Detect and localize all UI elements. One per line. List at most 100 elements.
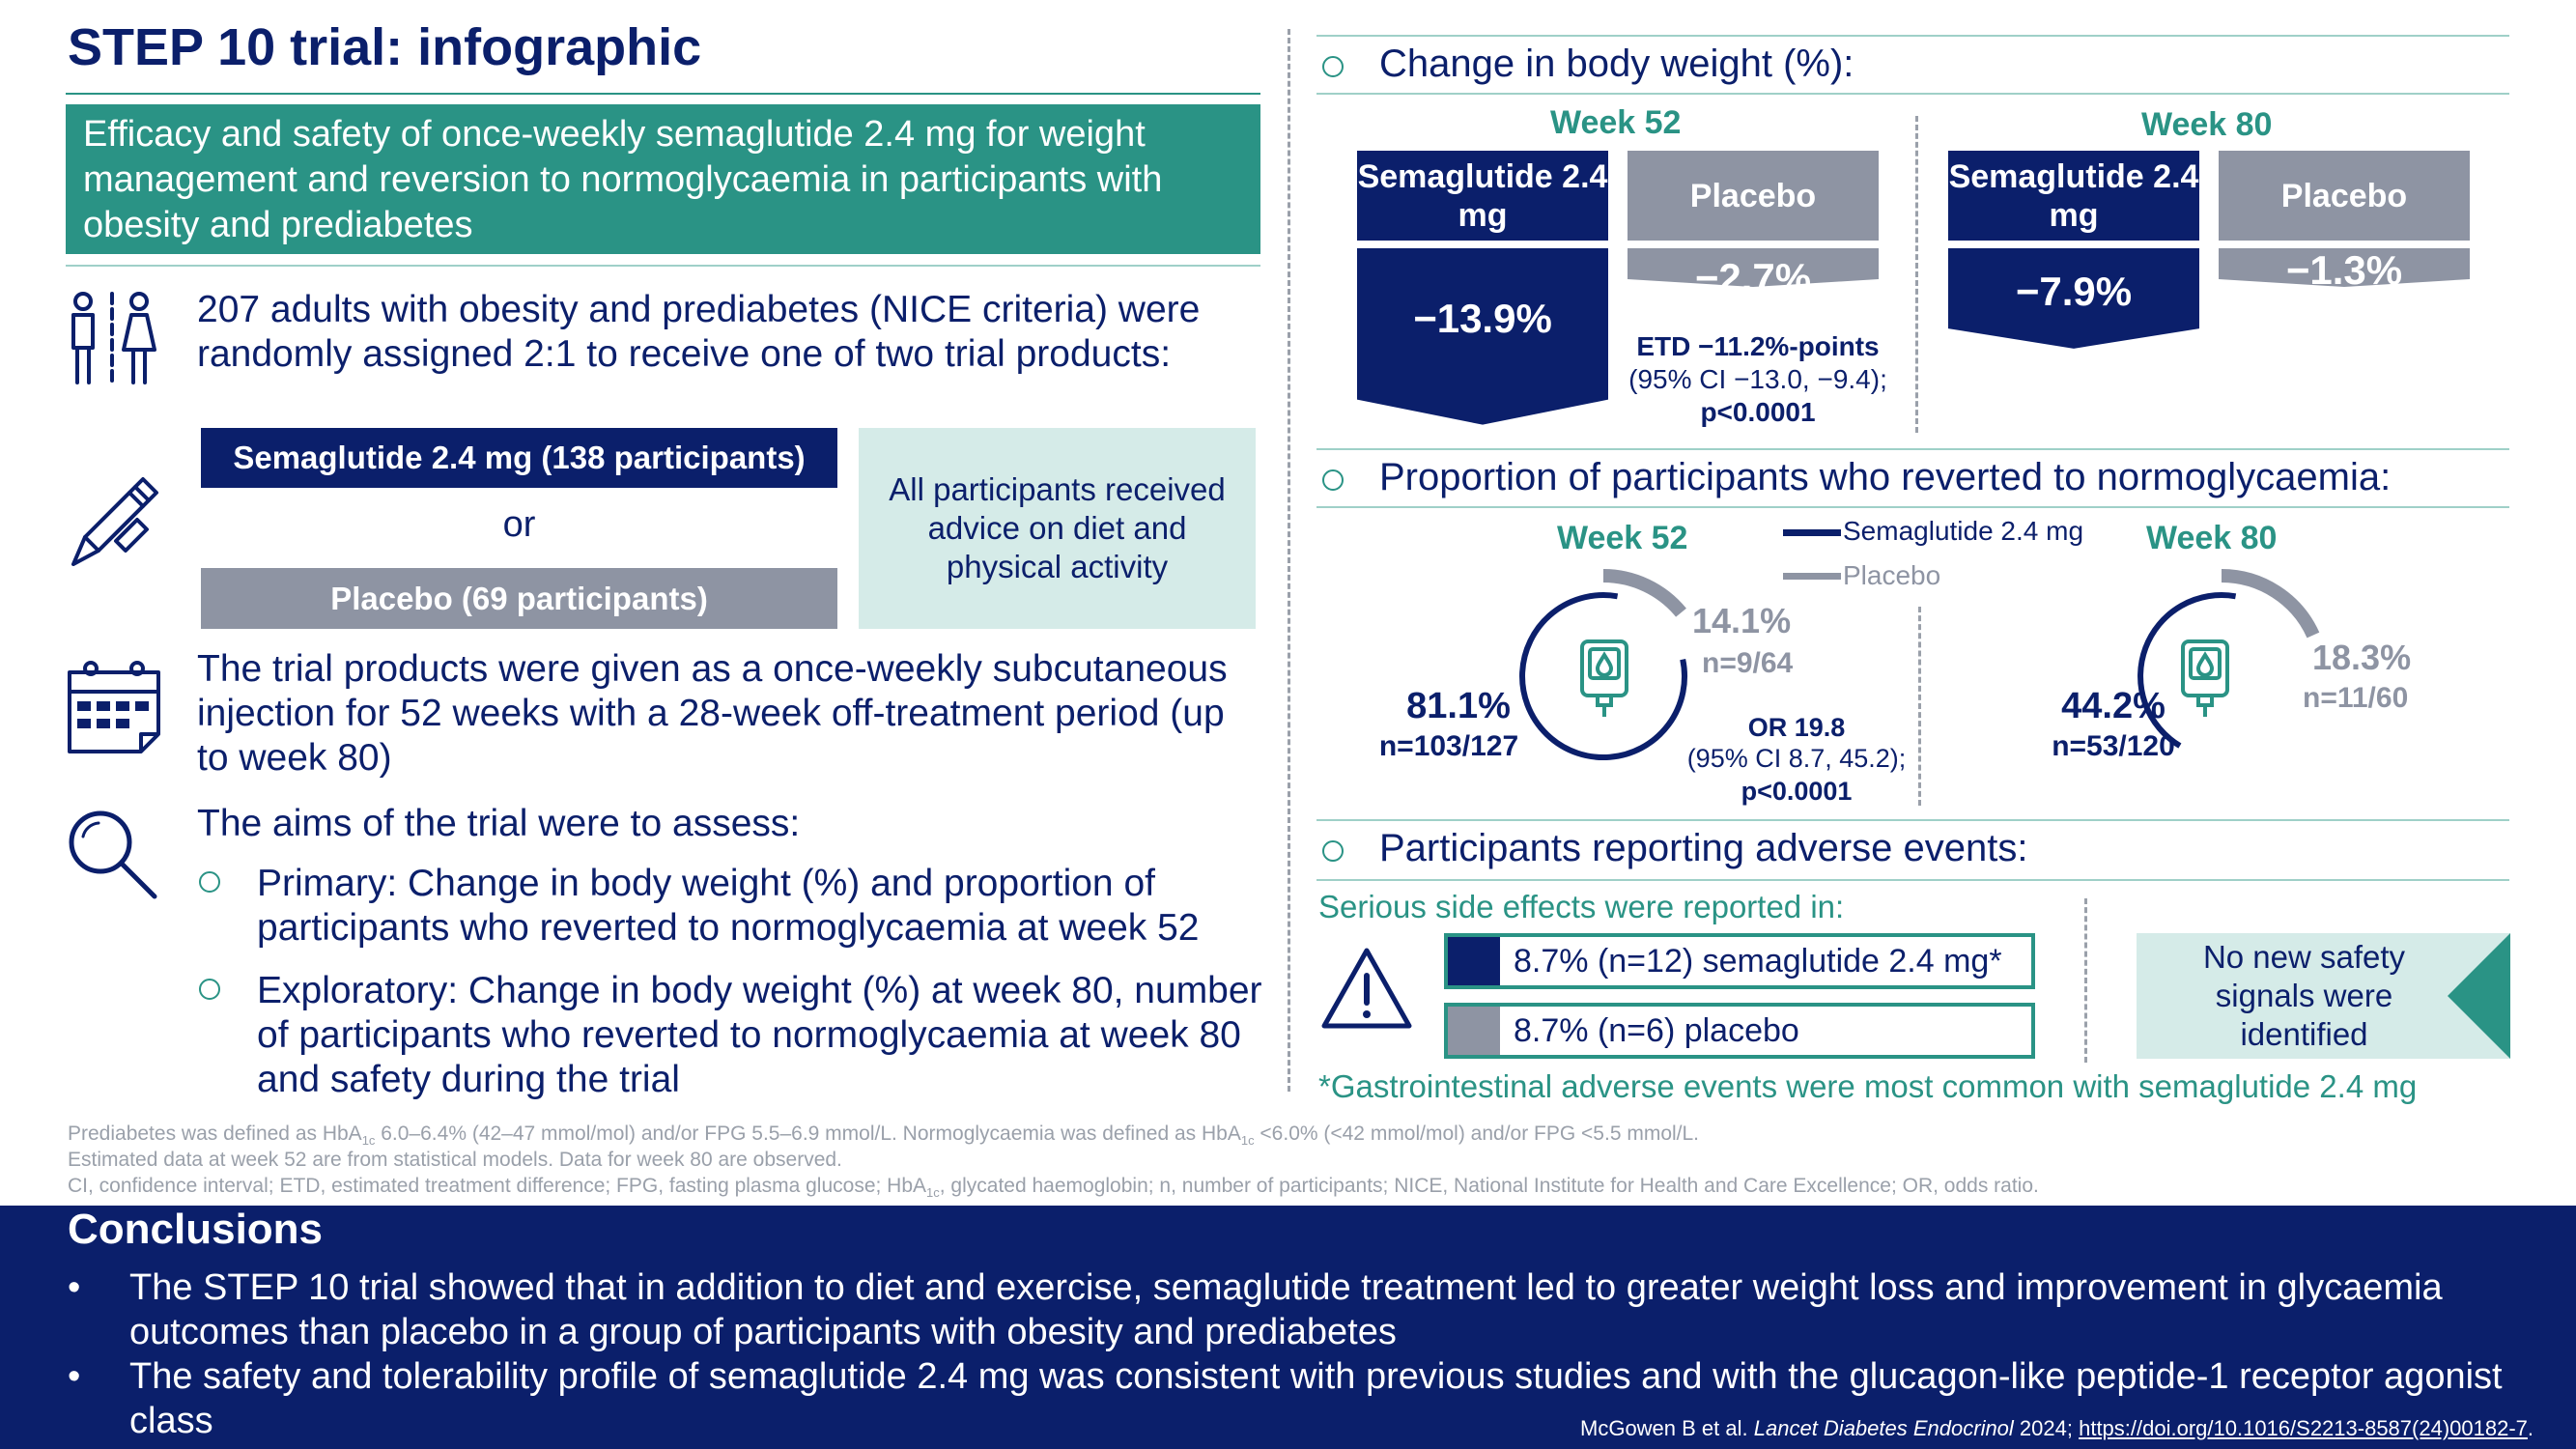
citation: McGowen B et al. Lancet Diabetes Endocri…	[1580, 1416, 2534, 1441]
dosing-text: The trial products were given as a once-…	[197, 648, 1228, 779]
weight-w52-sema-bar	[1357, 248, 1608, 425]
weight-w80-sema-bar	[1948, 248, 2199, 349]
citation-end: .	[2527, 1416, 2534, 1440]
fn-text: CI, confidence interval; ETD, estimated …	[68, 1175, 927, 1197]
or-line3: p<0.0001	[1741, 777, 1853, 806]
aim-primary: Primary: Change in body weight (%) and p…	[257, 863, 1200, 949]
gi-note: *Gastrointestinal adverse events were mo…	[1318, 1068, 2418, 1104]
conclusions-panel: Conclusions • The STEP 10 trial showed th…	[0, 1206, 2576, 1449]
glucose-meter-icon	[2181, 639, 2229, 717]
fn-text: 6.0–6.4% (42–47 mmol/mol) and/or FPG 5.5…	[375, 1122, 1241, 1145]
weight-week52-label: Week 52	[1550, 104, 1682, 141]
normo-w80-sema-n: n=53/120	[2052, 730, 2175, 762]
section-divider	[1316, 35, 2509, 37]
normo-week52-label: Week 52	[1557, 520, 1688, 556]
ae-divider	[2084, 898, 2087, 1063]
ae-sema-text: 8.7% (n=12) semaglutide 2.4 mg*	[1514, 942, 2002, 980]
ae-serious-label: Serious side effects were reported in:	[1318, 889, 1845, 924]
study-banner: Efficacy and safety of once-weekly semag…	[66, 104, 1260, 254]
citation-year: 2024;	[2013, 1416, 2080, 1440]
ae-sema-box: 8.7% (n=12) semaglutide 2.4 mg*	[1444, 933, 2035, 989]
aim-bullet-icon	[199, 979, 220, 1005]
normo-w52-sema-pct: 81.1%	[1406, 686, 1511, 726]
conclusion-text: The STEP 10 trial showed that in additio…	[129, 1267, 2443, 1352]
aim-exploratory: Exploratory: Change in body weight (%) a…	[257, 970, 1262, 1100]
conclusions-list: • The STEP 10 trial showed that in additi…	[68, 1265, 2540, 1443]
weight-w80-sema-header: Semaglutide 2.4 mg	[1948, 151, 2199, 241]
section-divider	[1316, 448, 2509, 450]
footnote-line3: CI, confidence interval; ETD, estimated …	[68, 1173, 2560, 1206]
weight-w80-placebo-value: −1.3%	[2285, 247, 2403, 293]
people-icon	[71, 292, 156, 384]
weight-w80-placebo-bar	[2219, 248, 2470, 287]
citation-authors: McGowen B et al.	[1580, 1416, 1754, 1440]
bullet-dot: •	[68, 1267, 81, 1308]
normo-w52-sema-n: n=103/127	[1378, 730, 1519, 762]
conclusion-item: • The safety and tolerability profile of …	[68, 1354, 2540, 1443]
footnote-line2: Estimated data at week 52 are from stati…	[68, 1149, 842, 1171]
section-divider	[1316, 506, 2509, 508]
weight-w52-placebo-value: −2.7%	[1694, 255, 1812, 300]
citation-link[interactable]: https://doi.org/10.1016/S2213-8587(24)00…	[2079, 1416, 2528, 1440]
weight-w52-sema-header: Semaglutide 2.4 mg	[1357, 151, 1608, 241]
normo-w52-placebo-pct: 14.1%	[1692, 601, 1792, 640]
ae-sema-swatch	[1448, 937, 1500, 985]
etd-line2: (95% CI −13.0, −9.4);	[1628, 364, 1887, 394]
column-divider	[1288, 29, 1290, 1092]
advice-box: All participants received advice on diet…	[859, 428, 1256, 629]
ae-placebo-box: 8.7% (n=6) placebo	[1444, 1003, 2035, 1059]
or-line2: (95% CI 8.7, 45.2);	[1686, 744, 1907, 773]
banner-divider	[66, 265, 1260, 267]
teal-arrow-icon	[2448, 933, 2510, 1059]
fn-sub: 1c	[926, 1185, 940, 1201]
ae-heading: Participants reporting adverse events:	[1379, 827, 2028, 869]
legend-sema-swatch	[1783, 529, 1841, 536]
glucose-meter-icon	[1580, 639, 1628, 717]
conclusion-item: • The STEP 10 trial showed that in additi…	[68, 1265, 2540, 1354]
weight-w52-placebo-header: Placebo	[1628, 151, 1879, 241]
legend-sema-text: Semaglutide 2.4 mg	[1843, 516, 2084, 546]
fn-sub: 1c	[361, 1133, 376, 1149]
section-bullet-icon	[1322, 56, 1344, 82]
fn-text: Prediabetes was defined as HbA	[68, 1122, 362, 1145]
weight-week80-label: Week 80	[2141, 106, 2273, 143]
normo-w80-placebo-n: n=11/60	[2303, 682, 2409, 714]
or-label: or	[502, 504, 536, 545]
aim-bullet-icon	[199, 871, 220, 897]
section-divider	[1316, 879, 2509, 881]
calendar-icon	[68, 661, 160, 753]
legend-placebo-text: Placebo	[1843, 560, 1941, 590]
conclusion-text: The safety and tolerability profile of s…	[129, 1356, 2503, 1441]
weight-week-divider	[1915, 116, 1918, 433]
etd-line3: p<0.0001	[1700, 397, 1816, 427]
fn-text: , glycated haemoglobin; n, number of par…	[939, 1175, 2039, 1197]
legend-placebo-swatch	[1783, 573, 1841, 580]
weight-w80-sema-value: −7.9%	[2015, 269, 2133, 314]
normo-w80-gauge	[2137, 569, 2320, 749]
ae-placebo-swatch	[1448, 1007, 1500, 1055]
normo-week-divider	[1918, 607, 1921, 806]
normo-heading: Proportion of participants who reverted …	[1379, 456, 2392, 498]
injection-pen-icon	[71, 477, 158, 566]
weight-w80-placebo-header: Placebo	[2219, 151, 2470, 241]
warning-icon	[1321, 948, 1412, 1029]
magnifier-icon	[69, 810, 157, 899]
weight-w52-sema-value: −13.9%	[1413, 296, 1552, 341]
section-divider	[1316, 93, 2509, 95]
bullet-dot: •	[68, 1356, 81, 1397]
title-divider	[66, 93, 1260, 95]
normo-week80-label: Week 80	[2146, 520, 2278, 556]
weight-heading: Change in body weight (%):	[1379, 43, 1854, 85]
fn-text: <6.0% (<42 mmol/mol) and/or FPG <5.5 mmo…	[1254, 1122, 1700, 1145]
aims-intro: The aims of the trial were to assess:	[197, 803, 801, 844]
placebo-arm-box: Placebo (69 participants)	[201, 568, 837, 629]
or-line1: OR 19.8	[1747, 713, 1846, 742]
population-text: 207 adults with obesity and prediabetes …	[197, 289, 1201, 375]
normo-w52-gauge	[1519, 569, 1687, 761]
semaglutide-arm-box: Semaglutide 2.4 mg (138 participants)	[201, 428, 837, 488]
citation-journal: Lancet Diabetes Endocrinol	[1753, 1416, 2014, 1440]
section-bullet-icon	[1322, 469, 1344, 496]
footnote-line1: Prediabetes was defined as HbA1c 6.0–6.4…	[68, 1121, 2560, 1153]
etd-line1: ETD −11.2%-points	[1636, 331, 1880, 361]
conclusions-heading: Conclusions	[68, 1206, 324, 1253]
